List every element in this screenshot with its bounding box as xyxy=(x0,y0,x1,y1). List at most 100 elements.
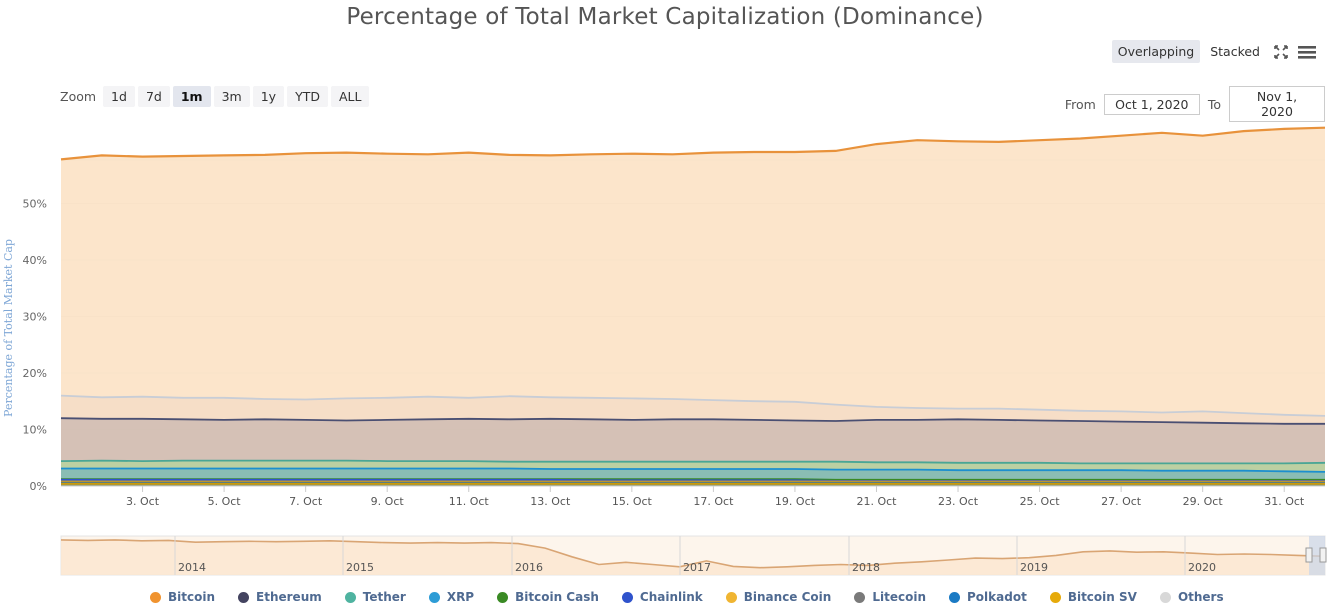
chart-legend: Bitcoin Ethereum Tether XRP Bitcoin Cash Chai… xyxy=(150,590,1247,604)
legend-label: XRP xyxy=(446,590,475,604)
area-bitcoin-cash xyxy=(61,479,1325,486)
legend-item-binance-coin[interactable]: Binance Coin xyxy=(725,590,831,604)
legend-item-litecoin[interactable]: Litecoin xyxy=(854,590,926,604)
area-tether xyxy=(61,460,1325,486)
legend-label: Ethereum xyxy=(256,590,322,604)
navigator-area xyxy=(61,539,1325,575)
legend-marker xyxy=(621,591,633,603)
series-line-chainlink xyxy=(61,478,1325,482)
legend-item-ethereum[interactable]: Ethereum xyxy=(238,590,322,604)
x-tick-label: 3. Oct xyxy=(126,495,160,508)
x-tick-label: 25. Oct xyxy=(1020,495,1061,508)
y-tick-label: 10% xyxy=(23,423,47,436)
zoom-ytd-button[interactable]: YTD xyxy=(287,86,328,107)
legend-item-chainlink[interactable]: Chainlink xyxy=(621,590,703,604)
y-axis-title: Percentage of Total Market Cap xyxy=(2,239,15,417)
legend-item-tether[interactable]: Tether xyxy=(344,590,406,604)
zoom-1y-button[interactable]: 1y xyxy=(252,86,285,107)
legend-label: Litecoin xyxy=(872,590,926,604)
legend-marker xyxy=(238,591,250,603)
series-line-bitcoin xyxy=(60,126,1326,161)
legend-item-bitcoin[interactable]: Bitcoin xyxy=(150,590,215,604)
x-tick-label: 15. Oct xyxy=(612,495,653,508)
navigator-year-label: 2017 xyxy=(683,561,711,574)
x-tick-label: 9. Oct xyxy=(371,495,405,508)
to-date-input[interactable]: Nov 1, 2020 xyxy=(1229,86,1325,122)
view-mode-toggle: Overlapping Stacked xyxy=(1111,40,1318,63)
series-line-bitcoin-cash xyxy=(61,478,1325,481)
x-tick-label: 5. Oct xyxy=(208,495,242,508)
legend-marker xyxy=(725,591,737,603)
legend-item-bitcoin-sv[interactable]: Bitcoin SV xyxy=(1049,590,1137,604)
y-tick-label: 30% xyxy=(23,310,47,323)
series-line-tether xyxy=(60,459,1326,465)
area-chainlink xyxy=(61,479,1325,486)
navigator-year-label: 2018 xyxy=(852,561,880,574)
x-tick-label: 11. Oct xyxy=(449,495,490,508)
area-litecoin xyxy=(61,482,1325,486)
zoom-label: Zoom xyxy=(60,89,97,104)
zoom-all-button[interactable]: ALL xyxy=(330,86,370,107)
legend-label: Tether xyxy=(362,590,406,604)
navigator-year-label: 2015 xyxy=(346,561,374,574)
legend-item-others[interactable]: Others xyxy=(1159,590,1224,604)
legend-marker xyxy=(428,591,440,603)
legend-label: Others xyxy=(1177,590,1224,604)
x-tick-label: 13. Oct xyxy=(530,495,571,508)
navigator-panel xyxy=(60,535,1326,576)
zoom-controls: Zoom 1d 7d 1m 3m 1y YTD ALL xyxy=(60,86,370,107)
legend-marker xyxy=(1049,591,1061,603)
area-xrp xyxy=(61,468,1325,486)
legend-label: Bitcoin SV xyxy=(1067,590,1137,604)
legend-marker xyxy=(1159,591,1171,603)
x-tick-label: 31. Oct xyxy=(1264,495,1305,508)
area-bitcoin-sv xyxy=(61,483,1325,486)
zoom-1d-button[interactable]: 1d xyxy=(103,86,135,107)
y-tick-label: 40% xyxy=(23,254,47,267)
chart-title: Percentage of Total Market Capitalizatio… xyxy=(346,4,984,30)
navigator-year-label: 2016 xyxy=(515,561,543,574)
legend-label: Chainlink xyxy=(639,590,703,604)
area-polkadot xyxy=(61,483,1325,486)
y-tick-label: 0% xyxy=(30,480,47,493)
zoom-1m-button[interactable]: 1m xyxy=(172,86,211,107)
series-line-ethereum xyxy=(60,417,1325,425)
area-ethereum xyxy=(61,418,1325,486)
overlapping-button[interactable]: Overlapping xyxy=(1111,40,1201,63)
legend-marker xyxy=(854,591,866,603)
navigator-line xyxy=(60,539,1326,569)
legend-label: Polkadot xyxy=(967,590,1027,604)
x-tick-label: 19. Oct xyxy=(775,495,816,508)
navigator-year-label: 2014 xyxy=(178,561,206,574)
x-tick-label: 29. Oct xyxy=(1183,495,1224,508)
navigator-year-label: 2020 xyxy=(1188,561,1216,574)
x-tick-label: 21. Oct xyxy=(856,495,897,508)
x-tick-label: 17. Oct xyxy=(693,495,734,508)
area-others xyxy=(61,395,1325,486)
hamburger-menu-icon[interactable] xyxy=(1296,41,1318,63)
from-date-input[interactable]: Oct 1, 2020 xyxy=(1103,93,1200,115)
x-tick-label: 27. Oct xyxy=(1101,495,1142,508)
legend-marker xyxy=(344,591,356,603)
date-range: From Oct 1, 2020 To Nov 1, 2020 xyxy=(1065,86,1325,122)
area-binance-coin xyxy=(61,481,1325,486)
zoom-3m-button[interactable]: 3m xyxy=(213,86,250,107)
legend-item-bitcoin-cash[interactable]: Bitcoin Cash xyxy=(497,590,599,604)
to-label: To xyxy=(1207,96,1221,112)
y-tick-label: 20% xyxy=(23,367,47,380)
from-label: From xyxy=(1064,96,1096,112)
navigator-year-label: 2019 xyxy=(1020,561,1048,574)
expand-icon[interactable] xyxy=(1270,41,1292,63)
navigator-selection xyxy=(1309,536,1325,575)
navigator-handle-left xyxy=(1305,547,1313,563)
stacked-button[interactable]: Stacked xyxy=(1210,44,1260,59)
x-tick-label: 7. Oct xyxy=(289,495,323,508)
y-tick-label: 50% xyxy=(23,197,47,210)
legend-label: Bitcoin xyxy=(168,590,216,604)
legend-item-polkadot[interactable]: Polkadot xyxy=(949,590,1027,604)
zoom-7d-button[interactable]: 7d xyxy=(137,86,170,107)
legend-label: Bitcoin Cash xyxy=(515,590,599,604)
area-bitcoin xyxy=(61,127,1325,486)
legend-marker xyxy=(949,591,960,603)
legend-item-xrp[interactable]: XRP xyxy=(428,590,475,604)
